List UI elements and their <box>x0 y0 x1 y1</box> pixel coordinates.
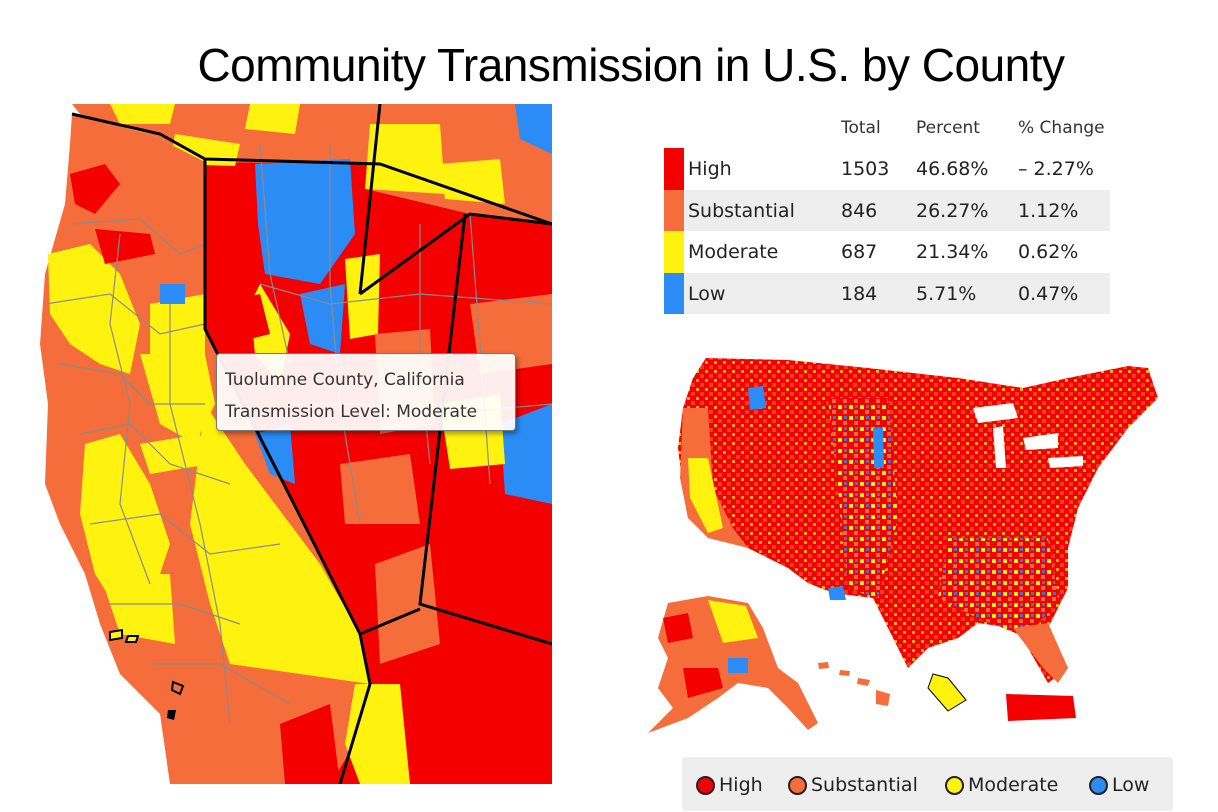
california-nevada-map-svg <box>40 103 553 785</box>
state-borders <box>71 103 553 785</box>
transmission-stats-table: Total Percent % Change High 1503 46.68% … <box>664 106 1110 314</box>
substantial-swatch <box>664 189 684 231</box>
alaska-high <box>683 668 723 698</box>
us-county-map[interactable] <box>628 338 1173 750</box>
stats-row-low: Low 184 5.71% 0.47% <box>664 272 1110 314</box>
county-tooltip: Tuolumne County, California Transmission… <box>216 353 516 431</box>
tuolumne-area-moderate <box>140 354 215 444</box>
row-total: 687 <box>841 241 878 263</box>
row-change: 0.47% <box>1018 282 1079 305</box>
substantial-dot-icon <box>788 775 807 795</box>
row-level: Low <box>688 282 726 305</box>
row-percent: 5.71% <box>916 282 977 305</box>
legend-label-substantial: Substantial <box>811 774 918 796</box>
legend-label-high: High <box>719 774 763 796</box>
row-change: – 2.27% <box>1018 158 1094 180</box>
page-title: Community Transmission in U.S. by County <box>197 39 1065 91</box>
nevada-county-low-3 <box>255 424 295 484</box>
california-county-low <box>160 284 185 304</box>
california-central-coast-moderate <box>80 434 170 614</box>
us-county-map-svg <box>648 358 1158 733</box>
oregon-county-moderate-3 <box>245 104 300 134</box>
high-swatch <box>664 148 684 190</box>
stats-row-substantial: Substantial 846 26.27% 1.12% <box>664 189 1110 231</box>
idaho-county-low <box>748 386 766 410</box>
row-percent: 26.27% <box>916 199 989 222</box>
row-total: 846 <box>841 199 878 222</box>
arizona-county-substantial <box>375 544 440 664</box>
alaska-high-2 <box>663 613 693 643</box>
row-percent: 21.34% <box>916 241 989 263</box>
idaho-county-moderate <box>365 124 445 194</box>
row-change: 0.62% <box>1018 241 1079 263</box>
stats-row-high: High 1503 46.68% – 2.27% <box>664 148 1110 190</box>
island-3 <box>170 680 185 696</box>
header-percent: Percent <box>916 118 980 138</box>
moderate-swatch <box>664 231 684 273</box>
florida <box>1013 623 1068 683</box>
legend-label-low: Low <box>1112 774 1150 796</box>
tooltip-county-name: Tuolumne County, California <box>225 370 465 390</box>
moderate-dot-icon <box>945 775 964 795</box>
california-south-coast-moderate <box>100 574 175 644</box>
california-valley-moderate <box>140 434 210 474</box>
row-level: Substantial <box>688 199 795 222</box>
territory-moderate <box>927 673 967 712</box>
row-level: Moderate <box>688 241 779 263</box>
tooltip-transmission-level: Transmission Level: Moderate <box>225 402 478 422</box>
alaska-moderate <box>708 600 758 643</box>
california-moderate <box>688 458 723 533</box>
stats-header-row: Total Percent % Change <box>664 106 1110 148</box>
oregon-county-moderate-2 <box>110 104 175 124</box>
row-level: High <box>688 158 732 180</box>
header-total: Total <box>841 118 881 138</box>
idaho-county-moderate-2 <box>440 159 505 204</box>
southeast-mixed <box>938 538 1058 638</box>
legend-label-moderate: Moderate <box>968 774 1059 796</box>
california-county-high-3 <box>215 294 270 344</box>
legend-item-substantial[interactable]: Substantial <box>788 772 918 798</box>
row-change: 1.12% <box>1018 199 1079 222</box>
legend-item-high[interactable]: High <box>696 772 763 798</box>
texas-county-low <box>828 586 846 600</box>
high-dot-icon <box>696 775 715 795</box>
legend-item-low[interactable]: Low <box>1089 772 1149 798</box>
california-county-high-4 <box>280 704 340 784</box>
california-county-high-2 <box>95 229 155 264</box>
low-swatch <box>664 272 684 314</box>
header-change: % Change <box>1018 118 1105 138</box>
dakota-county-low <box>873 428 884 468</box>
row-total: 184 <box>841 282 878 305</box>
puerto-rico <box>1006 694 1076 721</box>
legend-item-moderate[interactable]: Moderate <box>945 772 1058 798</box>
low-dot-icon <box>1089 775 1108 795</box>
row-total: 1503 <box>841 158 890 180</box>
great-lakes <box>973 403 1083 468</box>
california-north-coast-moderate <box>48 244 140 374</box>
california-county-high <box>70 164 120 214</box>
california-nevada-map[interactable]: Tuolumne County, California Transmission… <box>0 103 553 785</box>
nevada-county-low-2 <box>300 284 345 354</box>
row-percent: 46.68% <box>916 158 989 180</box>
idaho-county-low <box>515 104 552 154</box>
alaska-low <box>728 658 748 673</box>
west-coast-substantial <box>680 408 748 548</box>
island-4 <box>167 710 176 720</box>
nevada-county-substantial-2 <box>340 454 420 524</box>
stats-row-moderate: Moderate 687 21.34% 0.62% <box>664 231 1110 273</box>
hawaii <box>818 662 890 706</box>
map-legend: High Substantial Moderate Low <box>682 757 1173 811</box>
island-1 <box>109 628 123 642</box>
island-2 <box>124 635 140 643</box>
nevada-county-moderate-2 <box>345 254 380 339</box>
